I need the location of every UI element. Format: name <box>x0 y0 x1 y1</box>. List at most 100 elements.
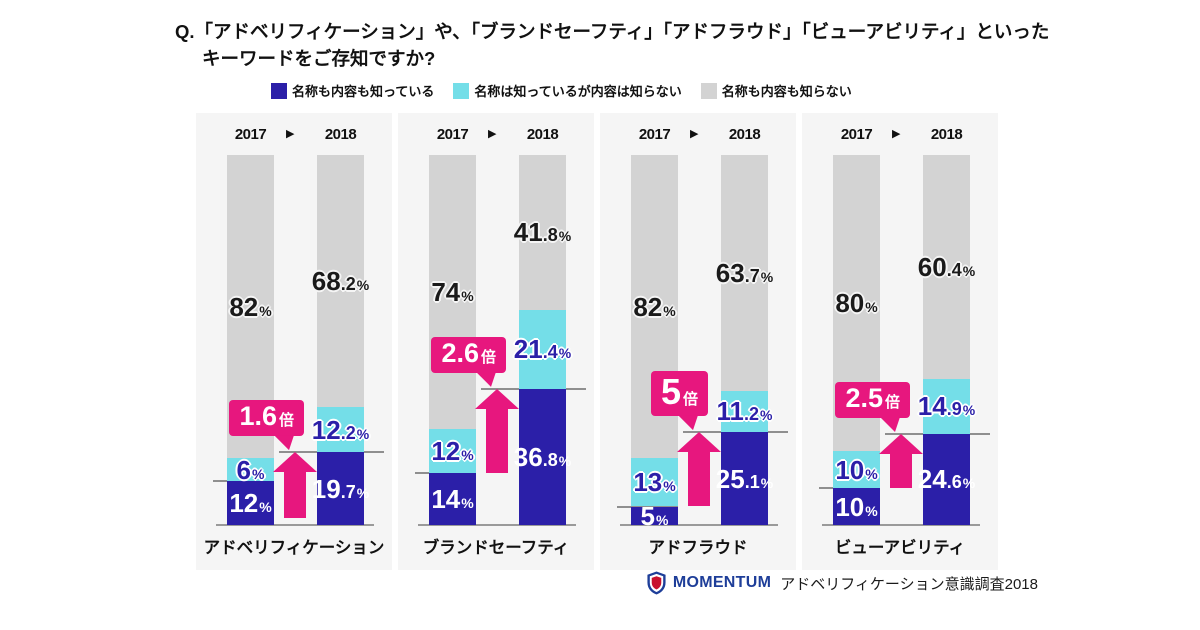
value-label-known-2017: 12% <box>229 487 272 518</box>
category-label: アドベリフィケーション <box>203 539 385 557</box>
value-label-name-only-2018: 14.9% <box>917 391 976 422</box>
badge-tail <box>476 371 496 387</box>
segment-known-2017 <box>227 480 274 525</box>
multiplier-suffix: 倍 <box>884 393 900 411</box>
year-label-2017: 2017 <box>638 126 671 143</box>
category-label: アドフラウド <box>648 539 748 557</box>
legend-label: 名称も内容も知らない <box>721 84 852 99</box>
value-label-unknown-2018: 60.4% <box>917 252 976 283</box>
segment-name-only-2017 <box>833 451 880 488</box>
value-label-unknown-2017: 82% <box>633 291 676 322</box>
value-label-name-only-2017: 12% <box>431 436 474 466</box>
value-label-unknown-2018: 63.7% <box>715 257 774 288</box>
multiplier-value: 2.6 <box>441 337 479 368</box>
segment-unknown-2018 <box>923 155 970 379</box>
value-label-unknown-2017: 74% <box>431 276 474 307</box>
value-label-known-2018: 19.7% <box>311 473 370 504</box>
value-label-known-2017: 10% <box>835 491 878 522</box>
year-label-2018: 2018 <box>526 126 559 143</box>
value-label-known-2017: 5% <box>640 500 669 531</box>
segment-known-2018 <box>519 388 566 525</box>
legend-label: 名称は知っているが内容は知らない <box>474 84 682 99</box>
multiplier-badge: 1.6 倍 <box>229 400 304 451</box>
legend-label: 名称も内容も知っている <box>292 84 435 99</box>
chart-area: 2017 2018 ▶ 12% 6% 82% 19.7% 12.2% 68.2% 1.6 倍アドベリ… <box>196 113 1006 570</box>
year-arrow-icon: ▶ <box>488 128 497 140</box>
question-line1: Q.「アドベリフィケーション」や、「ブランドセーフティ」「アドフラウド」「ビュー… <box>175 21 1050 42</box>
multiplier-value: 5 <box>660 371 681 413</box>
group-panel-2: 2017 2018 ▶ 14% 12% 74% 36.8% 21.4% 41.8% 2.6 倍ブラン… <box>398 113 594 570</box>
year-label-2017: 2017 <box>436 126 469 143</box>
legend-swatch-1 <box>271 82 287 99</box>
segment-name-only-2017 <box>631 458 678 507</box>
segment-name-only-2017 <box>227 458 274 481</box>
segment-unknown-2017 <box>429 155 476 429</box>
multiplier-suffix: 倍 <box>480 348 496 366</box>
legend-item-3: 名称も内容も知らない <box>700 81 852 100</box>
growth-arrow-icon <box>273 452 317 519</box>
group-panel-1: 2017 2018 ▶ 12% 6% 82% 19.7% 12.2% 68.2% 1.6 倍アドベリ… <box>196 113 392 570</box>
value-label-name-only-2017: 10% <box>835 454 878 485</box>
year-label-2018: 2018 <box>930 126 963 143</box>
momentum-shield-logo-icon <box>646 571 667 595</box>
axis-baseline <box>620 524 778 526</box>
value-label-unknown-2017: 80% <box>835 288 878 318</box>
value-label-name-only-2017: 6% <box>236 454 265 485</box>
momentum-brand-wordmark: MOMENTUM <box>672 574 772 591</box>
segment-unknown-2018 <box>519 155 566 310</box>
segment-known-2017 <box>833 488 880 525</box>
segment-unknown-2018 <box>317 154 364 407</box>
segment-unknown-2018 <box>721 155 768 391</box>
survey-caption: アドベリフィケーション意識調査2018 <box>780 575 1038 593</box>
year-label-2017: 2017 <box>234 126 267 143</box>
group-panel-4: 2017 2018 ▶ 10% 10% 80% 24.6% 14.9% 60.4% 2.5 倍ビュー… <box>802 113 998 570</box>
multiplier-badge: 2.6 倍 <box>431 336 506 387</box>
growth-arrow-icon <box>879 433 923 488</box>
value-label-unknown-2018: 41.8% <box>513 217 572 248</box>
segment-name-only-2018 <box>923 378 970 434</box>
multiplier-badge: 2.5 倍 <box>835 381 910 432</box>
year-arrow-icon: ▶ <box>892 128 901 140</box>
legend-swatch-2 <box>453 82 470 99</box>
segment-known-2018 <box>721 432 768 525</box>
value-label-unknown-2018: 68.2% <box>311 265 370 296</box>
question-title: Q.「アドベリフィケーション」や、「ブランドセーフティ」「アドフラウド」「ビュー… <box>175 18 1049 72</box>
multiplier-suffix: 倍 <box>278 412 294 430</box>
segment-name-only-2017 <box>429 428 476 474</box>
legend-swatch-3 <box>700 82 717 99</box>
legend-item-1: 名称も内容も知っている <box>271 81 434 100</box>
growth-arrow-icon <box>475 388 519 473</box>
value-label-known-2017: 14% <box>431 484 474 515</box>
category-label: ビューアビリティ <box>834 539 966 557</box>
value-label-name-only-2018: 11.2% <box>716 396 773 427</box>
year-arrow-icon: ▶ <box>286 128 295 140</box>
year-label-2018: 2018 <box>728 126 761 143</box>
legend-item-2: 名称は知っているが内容は知らない <box>453 81 682 100</box>
axis-baseline <box>822 524 980 526</box>
badge-tail <box>678 415 698 431</box>
multiplier-suffix: 倍 <box>682 391 698 409</box>
segment-name-only-2018 <box>721 390 768 433</box>
segment-known-2017 <box>429 473 476 525</box>
year-arrow-icon: ▶ <box>690 128 699 140</box>
badge-tail <box>880 416 900 432</box>
segment-known-2018 <box>923 433 970 525</box>
badge-tail <box>274 435 294 451</box>
source-row: MOMENTUM アドベリフィケーション意識調査2018 <box>646 571 1038 595</box>
segment-known-2018 <box>317 452 364 525</box>
legend: 名称も内容も知っている 名称は知っているが内容は知らない 名称も内容も知らない <box>271 81 852 100</box>
segment-name-only-2018 <box>519 309 566 389</box>
value-label-unknown-2017: 82% <box>229 291 272 322</box>
value-label-known-2018: 36.8% <box>513 441 572 472</box>
segment-known-2017 <box>631 506 678 525</box>
question-line2: キーワードをご存知ですか? <box>202 48 436 69</box>
year-label-2017: 2017 <box>840 126 873 143</box>
value-label-known-2018: 24.6% <box>917 464 976 495</box>
group-panel-3: 2017 2018 ▶ 5% 13% 82% 25.1% 11.2% 63.7% 5 倍アドフラウド <box>600 113 796 570</box>
axis-baseline <box>418 524 576 526</box>
value-label-name-only-2018: 12.2% <box>311 414 370 445</box>
growth-arrow-icon <box>677 432 721 507</box>
multiplier-value: 1.6 <box>239 401 277 432</box>
year-label-2018: 2018 <box>324 126 357 143</box>
